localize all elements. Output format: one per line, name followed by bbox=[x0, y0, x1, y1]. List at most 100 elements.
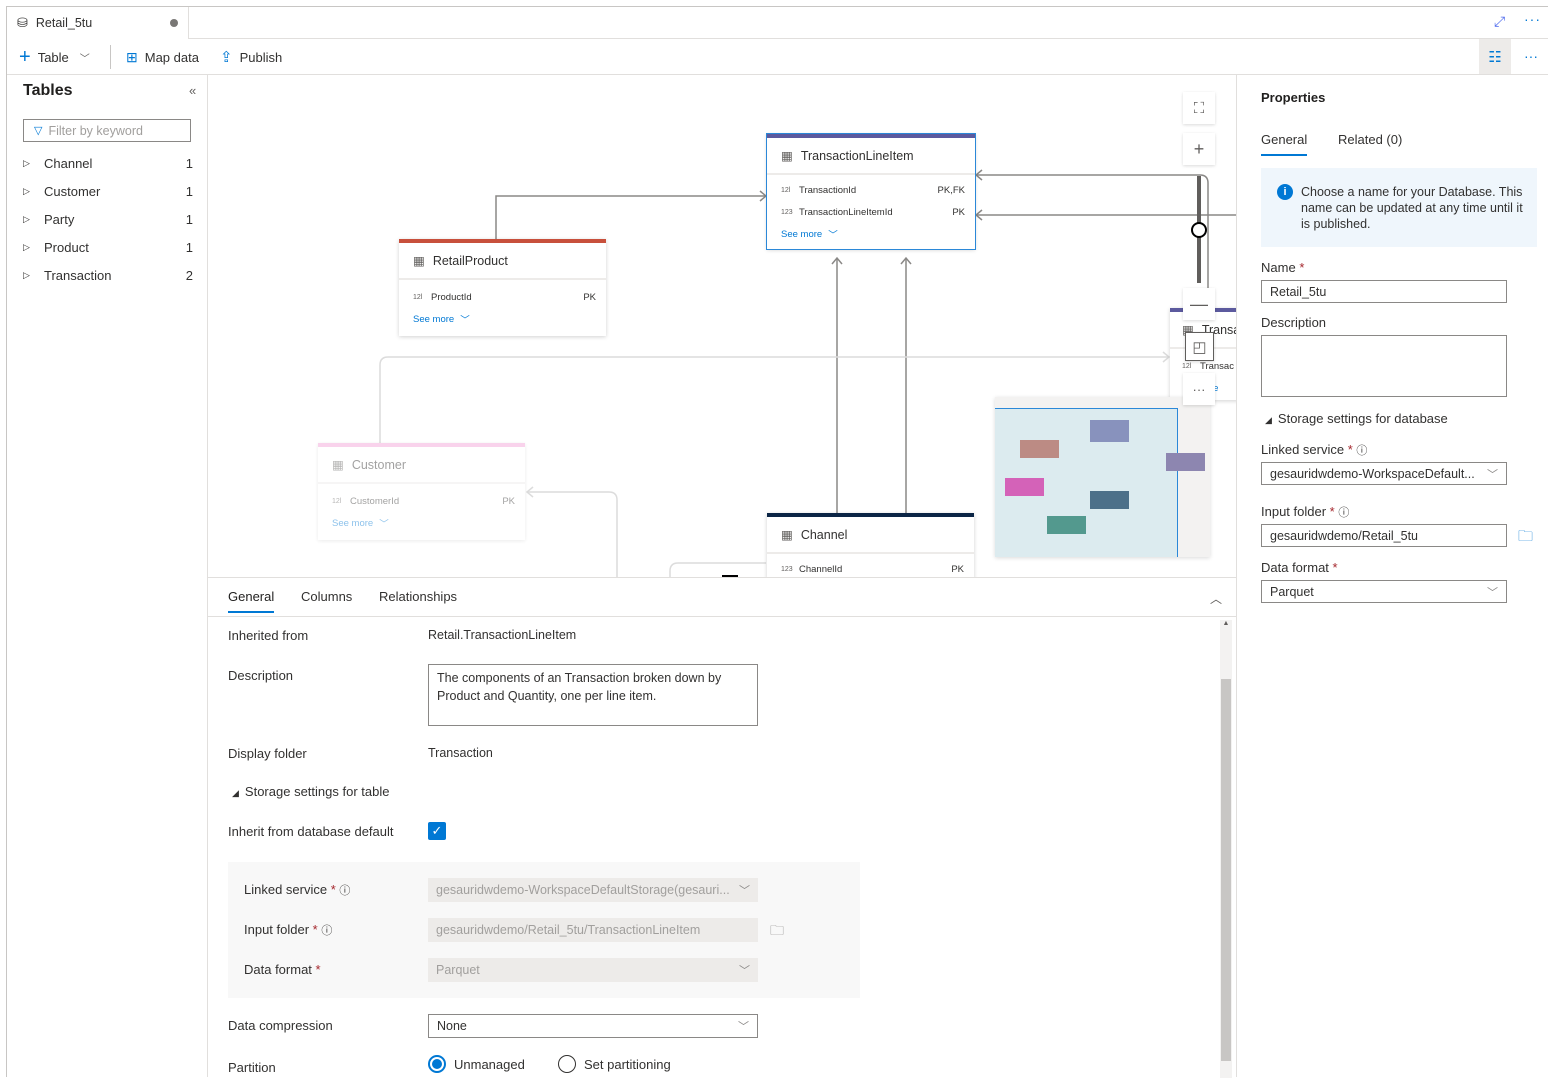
folder-icon: 🗀 bbox=[770, 922, 784, 938]
see-more-link[interactable]: See more ﹀ bbox=[781, 228, 838, 242]
zoom-slider-thumb[interactable] bbox=[1191, 221, 1207, 238]
folder-icon[interactable]: 🗀 bbox=[1518, 528, 1534, 545]
table-icon: ▦ bbox=[332, 458, 344, 472]
entity-customer[interactable]: ▦ Customer 12l CustomerId PK See more ﹀ bbox=[318, 443, 525, 540]
info-icon: ⓘ bbox=[1338, 507, 1350, 519]
column-row[interactable]: 12l TransactionId PK,FK bbox=[781, 184, 965, 196]
caret-down-icon: ◢ bbox=[1265, 415, 1272, 425]
description-textarea[interactable] bbox=[1261, 335, 1507, 397]
chevron-down-icon: ﹀ bbox=[379, 519, 389, 530]
storage-settings-toggle[interactable]: ◢ Storage settings for database bbox=[1265, 411, 1448, 426]
minimap-toggle-button[interactable]: ◰ bbox=[1185, 332, 1214, 361]
linked-service-select[interactable]: gesauridwdemo-WorkspaceDefault... ﹀ bbox=[1261, 462, 1507, 485]
caret-right-icon: ▷ bbox=[23, 269, 30, 280]
tab-relationships[interactable]: Relationships bbox=[379, 589, 458, 604]
diagram-canvas[interactable]: ▦ RetailProduct 12l ProductId PK See more ﹀ … bbox=[208, 75, 1236, 577]
scrollbar-thumb[interactable] bbox=[1221, 679, 1231, 1061]
info-icon: ⓘ bbox=[321, 925, 333, 937]
minimap-entity bbox=[1090, 420, 1129, 442]
properties-tab-related[interactable]: Related (0) bbox=[1338, 132, 1403, 147]
see-more-link[interactable]: See more ﹀ bbox=[413, 313, 470, 327]
table-icon: ▦ bbox=[781, 528, 793, 542]
caret-right-icon: ▷ bbox=[23, 157, 30, 168]
scrollbar[interactable]: ▲ bbox=[1220, 620, 1232, 1078]
data-format-select[interactable]: Parquet ﹀ bbox=[1261, 580, 1507, 603]
sidebar-item-channel[interactable]: ▷ Channel 1 bbox=[23, 155, 193, 171]
tab-retail[interactable]: ⛁ Retail_5tu bbox=[7, 7, 189, 39]
tab-general[interactable]: General bbox=[228, 589, 275, 613]
caret-right-icon: ▷ bbox=[23, 241, 30, 252]
canvas-more-button[interactable]: ··· bbox=[1183, 373, 1215, 405]
plus-icon: + bbox=[19, 45, 31, 68]
more-icon[interactable]: ··· bbox=[1524, 11, 1541, 27]
entity-channel[interactable]: ▦ Channel 123 ChannelId PK bbox=[767, 513, 974, 577]
minimap-icon: ◰ bbox=[1192, 338, 1207, 356]
linked-service-select: gesauridwdemo-WorkspaceDefaultStorage(ge… bbox=[428, 878, 758, 902]
input-folder-field[interactable]: gesauridwdemo/Retail_5tu bbox=[1261, 524, 1507, 547]
tab-columns[interactable]: Columns bbox=[301, 589, 353, 604]
plus-icon: + bbox=[1193, 138, 1205, 159]
display-folder-label: Display folder bbox=[228, 746, 307, 761]
expand-icon[interactable]: ⤢ bbox=[1494, 13, 1506, 29]
filter-input[interactable]: ▽ Filter by keyword bbox=[23, 119, 191, 142]
data-format-select: Parquet ﹀ bbox=[428, 958, 758, 982]
relationship-line bbox=[495, 195, 766, 239]
sidebar-item-party[interactable]: ▷ Party 1 bbox=[23, 211, 193, 227]
fit-to-screen-button[interactable]: ⛶ bbox=[1183, 92, 1215, 124]
add-table-button[interactable]: + Table ﹀ bbox=[19, 45, 90, 68]
inherit-checkbox[interactable]: ✓ bbox=[428, 822, 446, 840]
collapse-panel-icon[interactable]: ︿ bbox=[1210, 592, 1223, 606]
properties-toggle-button[interactable]: ☷ bbox=[1479, 39, 1511, 74]
chevron-down-icon: ﹀ bbox=[739, 885, 750, 897]
entity-retailproduct[interactable]: ▦ RetailProduct 12l ProductId PK See more ﹀ bbox=[399, 239, 606, 336]
storage-settings-toggle[interactable]: ◢ Storage settings for table bbox=[232, 784, 390, 799]
column-row[interactable]: 123 ChannelId PK bbox=[781, 563, 964, 575]
partition-unmanaged-radio[interactable]: Unmanaged bbox=[428, 1055, 525, 1073]
toolbar-divider bbox=[110, 45, 111, 69]
chevron-down-icon: ﹀ bbox=[79, 53, 90, 65]
publish-icon: ⇪ bbox=[220, 49, 233, 66]
compression-select[interactable]: None ﹀ bbox=[428, 1014, 758, 1038]
info-icon: ⓘ bbox=[339, 885, 351, 897]
column-row[interactable]: 12l ProductId PK bbox=[413, 291, 596, 303]
chevron-down-icon: ﹀ bbox=[1487, 586, 1498, 599]
partition-set-radio[interactable]: Set partitioning bbox=[558, 1055, 671, 1073]
zoom-slider[interactable] bbox=[1191, 176, 1207, 283]
sidebar-item-product[interactable]: ▷ Product 1 bbox=[23, 239, 193, 255]
properties-tab-general[interactable]: General bbox=[1261, 132, 1308, 156]
description-label: Description bbox=[1261, 315, 1327, 330]
sidebar-title: Tables bbox=[23, 82, 73, 99]
chevron-down-icon: ﹀ bbox=[1487, 468, 1498, 481]
collapse-icon[interactable]: « bbox=[189, 83, 197, 98]
checkmark-icon: ✓ bbox=[431, 823, 443, 838]
entity-transactionlineitem[interactable]: ▦ TransactionLineItem 12l TransactionId PK,… bbox=[766, 133, 976, 250]
tables-sidebar: Tables « ▽ Filter by keyword ▷ Channel 1 ▷… bbox=[7, 75, 208, 1077]
inherit-label: Inherit from database default bbox=[228, 824, 394, 839]
column-row[interactable]: 123 TransactionLineItemId PK bbox=[781, 206, 965, 218]
publish-button[interactable]: ⇪ Publish bbox=[220, 49, 283, 66]
toolbar-more-icon[interactable]: ··· bbox=[1524, 48, 1538, 64]
window-frame bbox=[6, 6, 1548, 1077]
zoom-out-button[interactable]: — bbox=[1183, 288, 1215, 320]
map-data-button[interactable]: ⊞ Map data bbox=[126, 48, 199, 65]
unsaved-dot bbox=[170, 19, 178, 27]
caret-down-icon: ◢ bbox=[232, 788, 239, 798]
minimap[interactable] bbox=[995, 397, 1210, 557]
name-input[interactable]: Retail_5tu bbox=[1261, 280, 1507, 303]
cursor-mark bbox=[722, 575, 738, 577]
description-textarea[interactable]: The components of an Transaction broken … bbox=[428, 664, 758, 726]
sidebar-item-transaction[interactable]: ▷ Transaction 2 bbox=[23, 267, 193, 283]
compression-label: Data compression bbox=[228, 1018, 333, 1033]
column-row[interactable]: 12l CustomerId PK bbox=[332, 495, 515, 507]
table-icon: ▦ bbox=[413, 254, 425, 268]
table-icon: ▦ bbox=[781, 149, 793, 163]
relationship-line bbox=[669, 562, 766, 577]
chevron-down-icon: ﹀ bbox=[460, 315, 470, 326]
see-more-link[interactable]: See more ﹀ bbox=[332, 517, 389, 531]
info-banner: i Choose a name for your Database. This … bbox=[1261, 168, 1537, 247]
filter-icon: ▽ bbox=[34, 125, 43, 137]
chevron-down-icon: ﹀ bbox=[738, 1021, 749, 1033]
properties-panel: Properties General Related (0) i Choose … bbox=[1236, 75, 1548, 1077]
zoom-in-button[interactable]: + bbox=[1183, 133, 1215, 165]
sidebar-item-customer[interactable]: ▷ Customer 1 bbox=[23, 183, 193, 199]
